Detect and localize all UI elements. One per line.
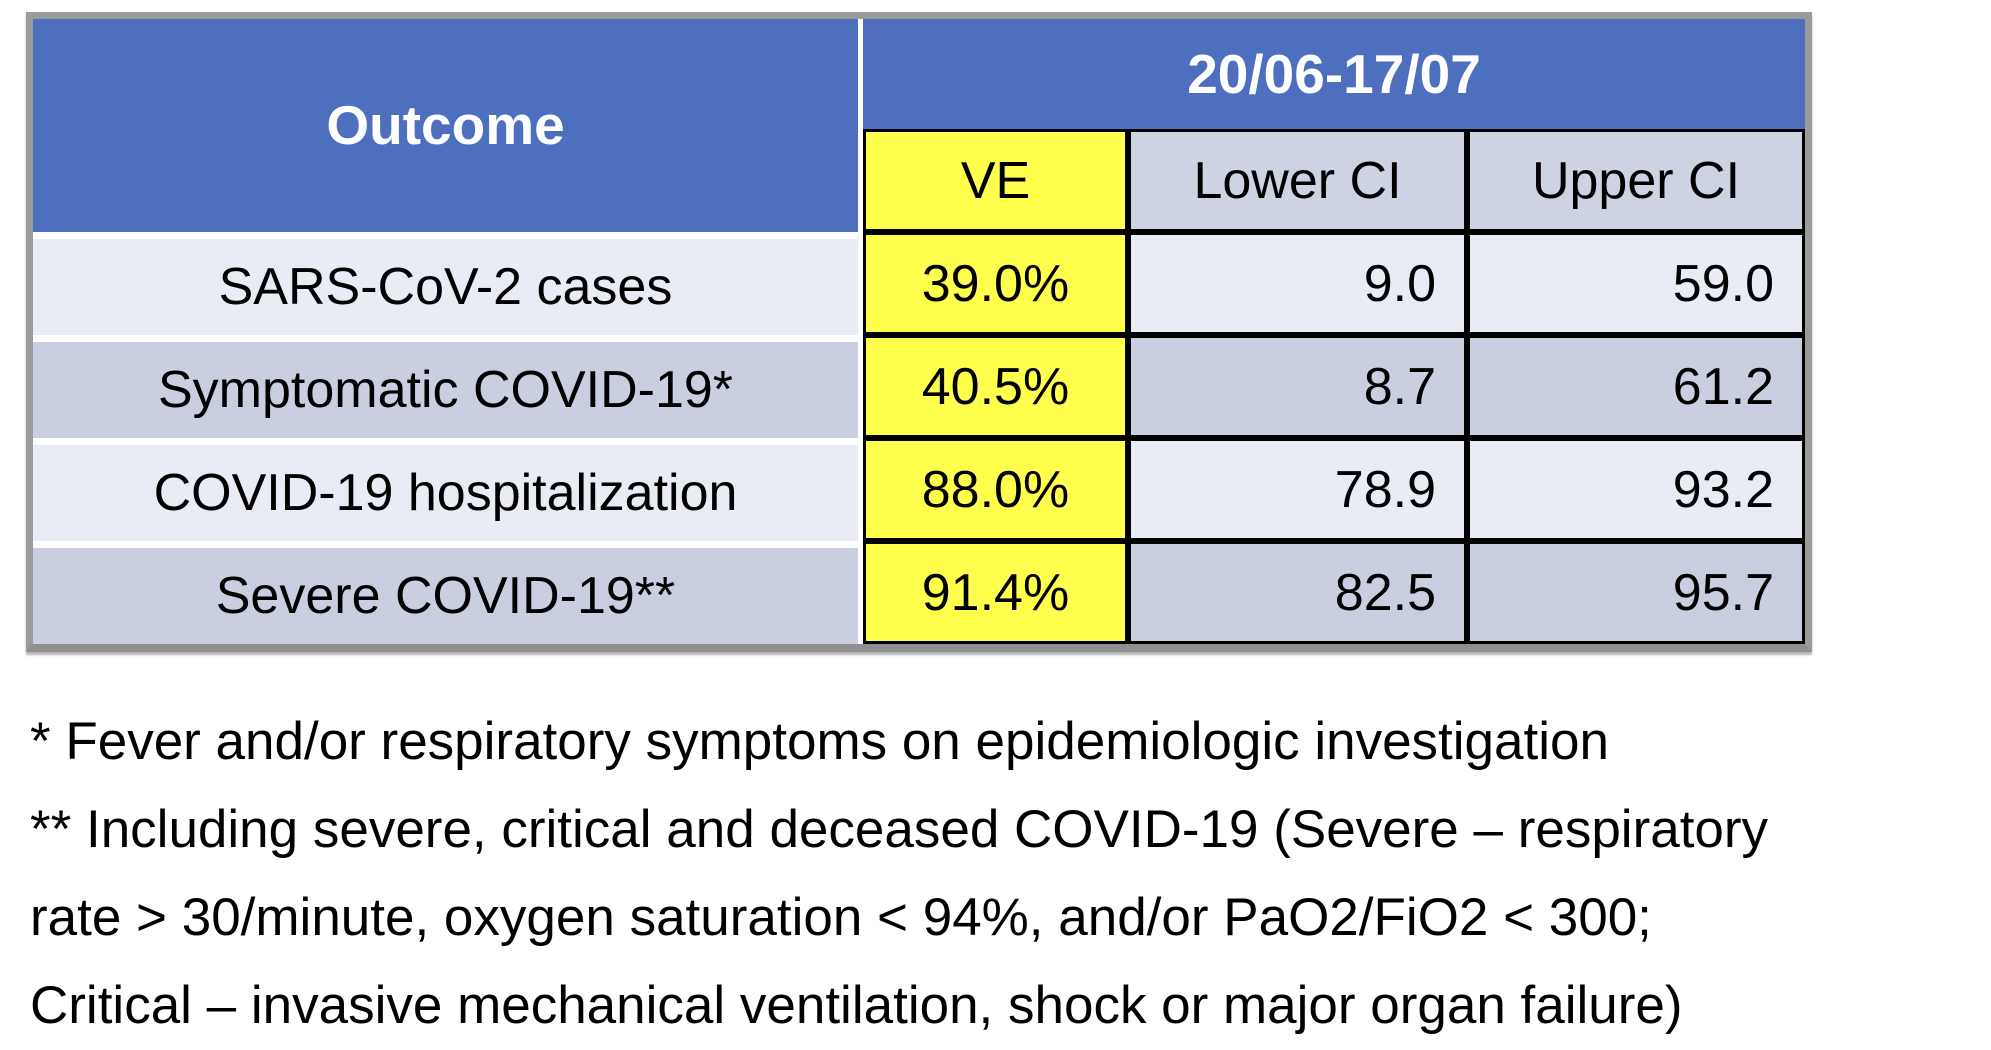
ve-cell: 40.5% — [863, 335, 1128, 438]
outcome-cell: SARS-CoV-2 cases — [33, 232, 863, 335]
vaccine-effectiveness-table: Outcome 20/06-17/07 VE Lower CI Upper CI… — [26, 12, 1812, 652]
lower-ci-cell: 8.7 — [1128, 335, 1467, 438]
column-header-upper-ci: Upper CI — [1467, 129, 1805, 232]
outcome-cell: COVID-19 hospitalization — [33, 438, 863, 541]
upper-ci-cell: 93.2 — [1467, 438, 1805, 541]
upper-ci-cell: 59.0 — [1467, 232, 1805, 335]
footnote-line: Critical – invasive mechanical ventilati… — [30, 976, 1683, 1035]
column-header-ve: VE — [863, 129, 1128, 232]
outcome-cell: Severe COVID-19** — [33, 541, 863, 644]
outcome-cell: Symptomatic COVID-19* — [33, 335, 863, 438]
column-header-outcome: Outcome — [33, 19, 863, 232]
lower-ci-cell: 82.5 — [1128, 541, 1467, 644]
ve-cell: 88.0% — [863, 438, 1128, 541]
column-header-lower-ci: Lower CI — [1128, 129, 1467, 232]
upper-ci-cell: 95.7 — [1467, 541, 1805, 644]
footnotes: * Fever and/or respiratory symptoms on e… — [30, 698, 1980, 1050]
ve-cell: 91.4% — [863, 541, 1128, 644]
column-header-period: 20/06-17/07 — [863, 19, 1805, 129]
ve-cell: 39.0% — [863, 232, 1128, 335]
lower-ci-cell: 78.9 — [1128, 438, 1467, 541]
upper-ci-cell: 61.2 — [1467, 335, 1805, 438]
footnote-line: * Fever and/or respiratory symptoms on e… — [30, 712, 1609, 771]
footnote-line: ** Including severe, critical and deceas… — [30, 800, 1769, 859]
footnote-line: rate > 30/minute, oxygen saturation < 94… — [30, 888, 1652, 947]
table-grid: Outcome 20/06-17/07 VE Lower CI Upper CI… — [26, 12, 1812, 652]
lower-ci-cell: 9.0 — [1128, 232, 1467, 335]
